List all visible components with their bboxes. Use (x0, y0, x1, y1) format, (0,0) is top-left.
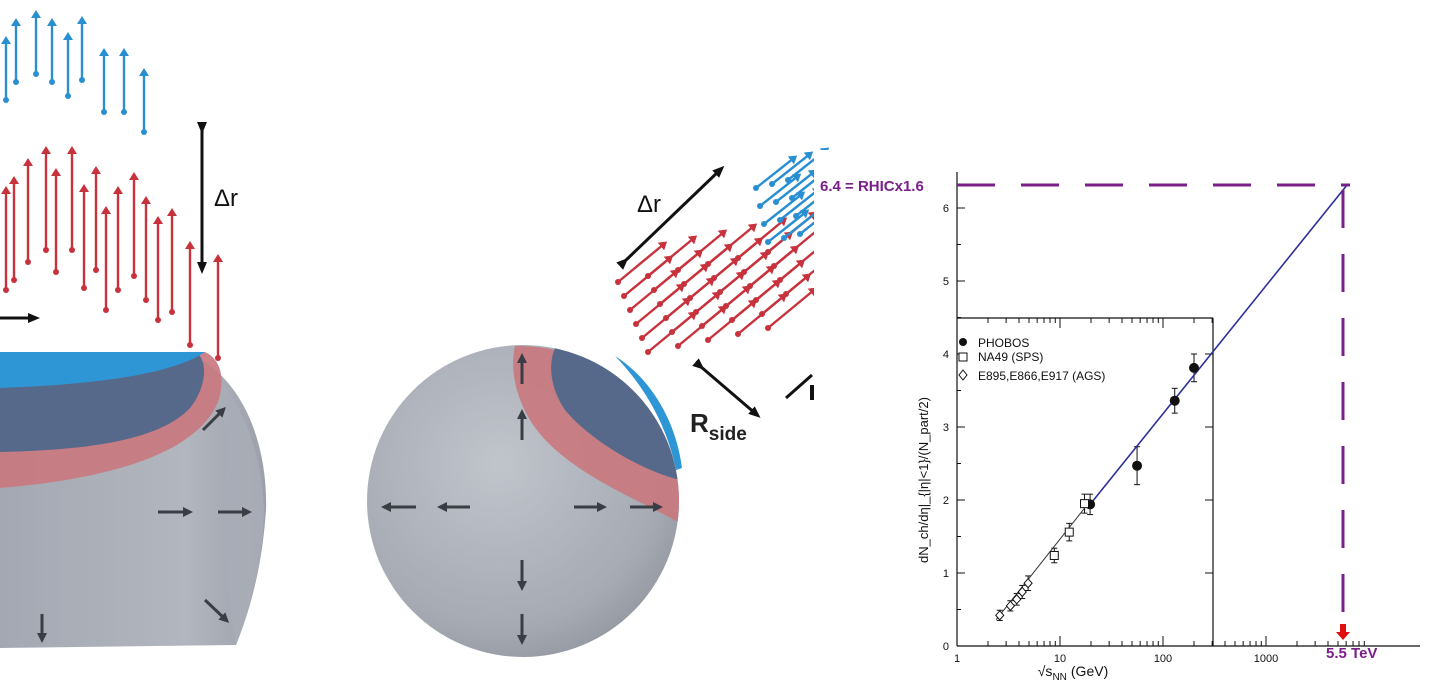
red-momentum-dot (621, 293, 627, 299)
red-momentum-arrow (738, 296, 784, 334)
red-momentum-dot (187, 342, 193, 348)
red-momentum-dot (675, 343, 681, 349)
rside-arrow (700, 366, 756, 414)
blue-momentum-dot (781, 235, 787, 241)
rside-label: Rside (690, 408, 747, 445)
blue-momentum-dot (773, 199, 779, 205)
phobos-point (1170, 396, 1180, 406)
blue-momentum-dot (765, 239, 771, 245)
blue-momentum-dot (141, 129, 147, 135)
red-momentum-dot (639, 335, 645, 341)
blue-momentum-dot (3, 97, 9, 103)
red-momentum-dot (115, 287, 121, 293)
legend-label-na49: NA49 (SPS) (978, 350, 1043, 364)
red-momentum-dot (169, 309, 175, 315)
y-tick-label: 5 (943, 276, 949, 288)
left-cylinder-figure: Δr (0, 14, 266, 648)
red-momentum-dot (25, 259, 31, 265)
red-momentum-dot (3, 287, 9, 293)
y-tick-label: 3 (943, 422, 949, 434)
x-tick-label: 100 (1154, 653, 1172, 665)
red-momentum-dot (81, 285, 87, 291)
red-momentum-arrow (708, 302, 754, 340)
red-momentum-dot (53, 269, 59, 275)
red-momentum-dot (43, 247, 49, 253)
rout-arrow-fragment (786, 375, 812, 398)
legend-label-phobos: PHOBOS (978, 336, 1029, 350)
annotation-energy: 5.5 TeV (1326, 645, 1377, 662)
red-momentum-dot (69, 247, 75, 253)
blue-momentum-dot (761, 221, 767, 227)
blue-momentum-dot (121, 109, 127, 115)
red-momentum-dot (155, 317, 161, 323)
annotation-top: 6.4 = RHICx1.6 (820, 178, 924, 195)
red-momentum-arrow (630, 272, 676, 310)
phobos-point (1132, 461, 1142, 471)
red-momentum-arrow (648, 314, 694, 352)
blue-momentum-dot (777, 217, 783, 223)
red-momentum-dot (143, 297, 149, 303)
red-momentum-dot (131, 273, 137, 279)
red-momentum-dot (705, 337, 711, 343)
blue-momentum-dot (33, 71, 39, 77)
legend-marker-na49 (959, 353, 967, 361)
phobos-point (1189, 363, 1199, 373)
red-momentum-arrow (636, 286, 682, 324)
x-tick-label: 10 (1054, 653, 1066, 665)
red-momentum-dot (103, 307, 109, 313)
red-momentum-dot (765, 325, 771, 331)
y-tick-label: 4 (943, 349, 949, 361)
red-momentum-arrow (624, 258, 670, 296)
red-momentum-arrows-left (3, 150, 221, 361)
red-momentum-arrow (768, 290, 814, 328)
legend-marker-phobos (959, 338, 967, 346)
y-tick-label: 6 (943, 203, 949, 215)
y-tick-label: 1 (943, 568, 949, 580)
middle-sphere-figure: Δr Rside (367, 150, 838, 657)
y-axis-label: dN_ch/dη|_{|η|<1}/(N_part/2) (916, 397, 931, 563)
blue-momentum-dot (753, 185, 759, 191)
red-momentum-dot (627, 307, 633, 313)
red-momentum-dot (93, 267, 99, 273)
blue-momentum-dot (65, 93, 71, 99)
red-momentum-dot (735, 331, 741, 337)
delta-r-label-left: Δr (214, 185, 238, 212)
blue-momentum-dot (769, 181, 775, 187)
na49-point (1081, 500, 1089, 508)
blue-momentum-dot (101, 109, 107, 115)
y-tick-label: 2 (943, 495, 949, 507)
x-tick-label: 1000 (1254, 653, 1278, 665)
red-momentum-dot (645, 349, 651, 355)
red-momentum-dot (11, 277, 17, 283)
blue-momentum-dot (797, 231, 803, 237)
blue-momentum-dot (49, 79, 55, 85)
red-momentum-dot (615, 279, 621, 285)
legend-label-ags: E895,E866,E917 (AGS) (978, 369, 1105, 383)
y-tick-label: 0 (943, 641, 949, 653)
blue-momentum-arrows-left (3, 14, 147, 135)
red-momentum-arrow (642, 300, 688, 338)
na49-point (1050, 551, 1058, 559)
red-momentum-dot (215, 355, 221, 361)
red-momentum-dot (633, 321, 639, 327)
blue-momentum-dot (757, 203, 763, 209)
na49-point (1065, 528, 1073, 536)
red-momentum-arrow (678, 308, 724, 346)
red-momentum-arrow (618, 244, 664, 282)
chart-background (814, 150, 1429, 687)
x-tick-label: 1 (954, 653, 960, 665)
blue-momentum-dot (79, 77, 85, 83)
blue-momentum-dot (13, 79, 19, 85)
delta-r-label-middle: Δr (637, 191, 661, 218)
